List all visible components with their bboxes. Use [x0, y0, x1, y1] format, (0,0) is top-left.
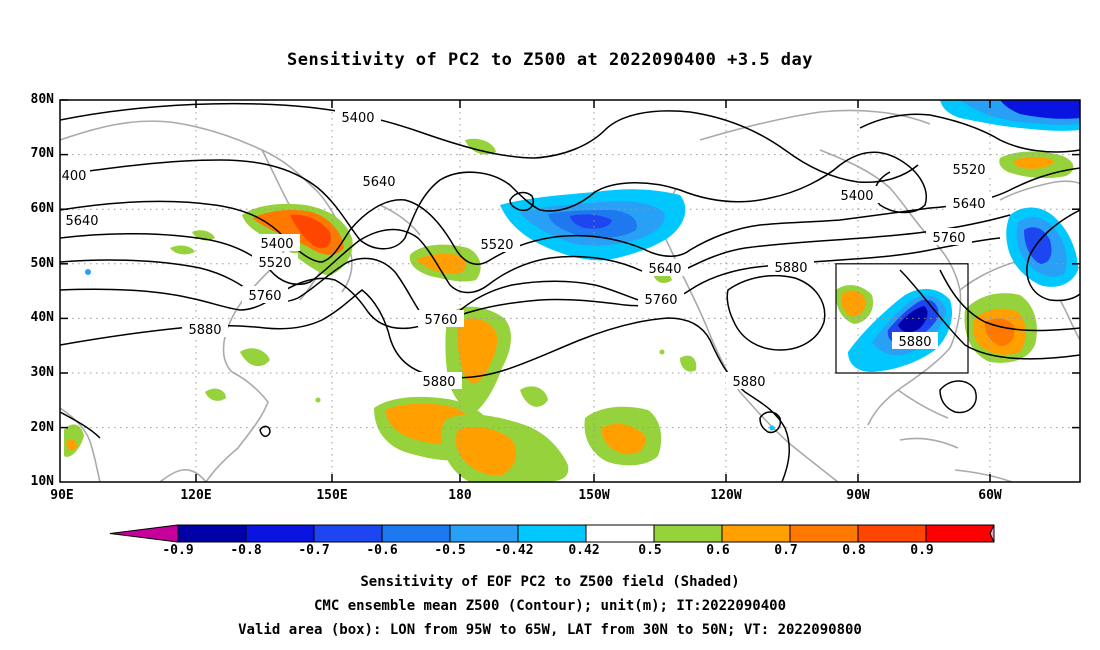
- lat-label-40n: 40N: [30, 310, 54, 325]
- lon-label-60w: 60W: [978, 488, 1002, 503]
- contour-label: 5520: [952, 163, 985, 178]
- lon-label-120w: 120W: [710, 488, 742, 503]
- contour-label: 5760: [932, 231, 965, 246]
- colorbar-label: 0.5: [638, 543, 662, 558]
- colorbar-label: -0.9: [162, 543, 194, 558]
- lat-label-80n: 80N: [30, 92, 54, 107]
- contour-label: 5640: [362, 175, 395, 190]
- colorbar-swatch: [245, 524, 315, 543]
- contour-label: 5760: [644, 293, 677, 308]
- colorbar-low-end: [109, 524, 179, 543]
- colorbar-label: 0.42: [568, 543, 600, 558]
- footer-line-3: Valid area (box): LON from 95W to 65W, L…: [238, 622, 862, 638]
- colorbar-high-end: [989, 524, 995, 543]
- contour-label: 5400: [260, 237, 293, 252]
- contour-label: 5520: [258, 256, 291, 271]
- lon-label-150w: 150W: [578, 488, 610, 503]
- contour-label: 5520: [480, 238, 513, 253]
- colorbar-swatch: [585, 524, 655, 543]
- colorbar-swatch: [381, 524, 451, 543]
- lat-label-20n: 20N: [30, 420, 54, 435]
- colorbar-label: -0.6: [366, 543, 398, 558]
- axis-ticks: [60, 99, 1080, 482]
- lat-label-30n: 30N: [30, 365, 54, 380]
- contour-label: 5760: [424, 313, 457, 328]
- contour-label: 5880: [774, 261, 807, 276]
- lat-label-70n: 70N: [30, 146, 54, 161]
- contour-label: 5400: [840, 189, 873, 204]
- colorbar-swatch: [177, 524, 247, 543]
- contour-label: 5640: [648, 262, 681, 277]
- colorbar-swatch: [313, 524, 383, 543]
- colorbar-label: -0.42: [494, 543, 534, 558]
- contour-label: 5760: [248, 289, 281, 304]
- contour-label: 400: [62, 169, 87, 184]
- colorbar: [109, 524, 995, 543]
- colorbar-swatch: [925, 524, 995, 543]
- lon-label-90e: 90E: [50, 488, 74, 503]
- colorbar-label: 0.9: [910, 543, 934, 558]
- lon-label-180: 180: [448, 488, 472, 503]
- valid-area-box: [835, 263, 969, 374]
- colorbar-label: -0.8: [230, 543, 262, 558]
- colorbar-swatch: [789, 524, 859, 543]
- colorbar-label: 0.7: [774, 543, 798, 558]
- map-title: Sensitivity of PC2 to Z500 at 2022090400…: [286, 50, 813, 70]
- footer-line-1: Sensitivity of EOF PC2 to Z500 field (Sh…: [360, 574, 740, 590]
- lat-label-10n: 10N: [30, 474, 54, 489]
- colorbar-swatch: [653, 524, 723, 543]
- lat-label-60n: 60N: [30, 201, 54, 216]
- colorbar-swatch: [449, 524, 519, 543]
- colorbar-label: 0.6: [706, 543, 730, 558]
- sensitivity-shading: [64, 100, 1080, 482]
- contour-label: 5640: [952, 197, 985, 212]
- lat-label-50n: 50N: [30, 256, 54, 271]
- colorbar-swatch: [721, 524, 791, 543]
- colorbar-label: -0.5: [434, 543, 466, 558]
- lon-label-150e: 150E: [316, 488, 348, 503]
- contour-label: 5400: [341, 111, 374, 126]
- grid-lines: [60, 100, 1080, 482]
- contour-label: 5640: [65, 214, 98, 229]
- colorbar-label: 0.8: [842, 543, 866, 558]
- plot-frame: [59, 99, 1081, 483]
- lon-label-120e: 120E: [180, 488, 212, 503]
- colorbar-swatch: [857, 524, 927, 543]
- contour-label: 5880: [422, 375, 455, 390]
- colorbar-label: -0.7: [298, 543, 330, 558]
- contour-label-group: 5400 400 5640 5640 5400 5520 5760 5880 5…: [60, 108, 992, 390]
- colorbar-swatch: [517, 524, 587, 543]
- contour-label: 5880: [188, 323, 221, 338]
- lon-label-90w: 90W: [846, 488, 870, 503]
- contour-label: 5880: [732, 375, 765, 390]
- contour-label: 5880: [898, 335, 931, 350]
- footer-line-2: CMC ensemble mean Z500 (Contour); unit(m…: [313, 598, 786, 614]
